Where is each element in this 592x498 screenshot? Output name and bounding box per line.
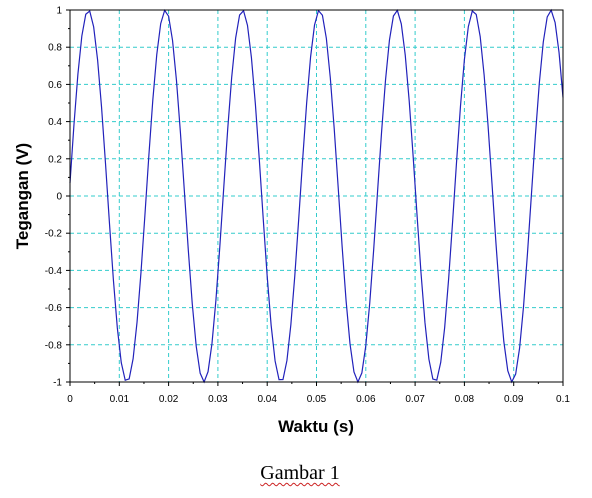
x-tick-label: 0.01: [110, 394, 130, 405]
x-tick-label: 0.1: [556, 394, 570, 405]
y-tick-label: 0.6: [48, 80, 62, 91]
gridlines: [70, 10, 563, 382]
x-tick-label: 0.08: [455, 394, 475, 405]
y-tick-label: 0.8: [48, 43, 62, 54]
y-axis-title: Tegangan (V): [13, 143, 32, 249]
x-tick-label: 0: [67, 394, 73, 405]
y-tick-label: -0.4: [45, 266, 63, 277]
y-tick-label: -0.2: [45, 229, 63, 240]
y-tick-label: -1: [53, 378, 62, 389]
x-axis-title: Waktu (s): [278, 417, 354, 436]
figure-caption-text: Gambar 1: [260, 462, 340, 484]
y-tick-label: -0.8: [45, 340, 63, 351]
x-tick-label: 0.07: [405, 394, 425, 405]
x-tick-label: 0.02: [159, 394, 179, 405]
x-tick-label: 0.04: [257, 394, 277, 405]
y-tick-label: 0: [56, 192, 62, 203]
series-line-voltage: [69, 8, 564, 384]
x-tick-label: 0.03: [208, 394, 228, 405]
x-axis: 0 0.01 0.02 0.03 0.04 0.05 0.06 0.07 0.08 0.09 0.1: [67, 382, 570, 405]
y-axis: 1 0.8 0.6 0.4 0.2 0 -0.2 -0.4 -0.6 -0.8 -1: [45, 6, 70, 389]
x-tick-label: 0.05: [307, 394, 327, 405]
y-tick-label: 1: [56, 6, 62, 17]
figure-caption: Gambar 1: [0, 462, 592, 485]
x-tick-label: 0.09: [504, 394, 524, 405]
y-tick-label: 0.2: [48, 154, 62, 165]
x-tick-label: 0.06: [356, 394, 376, 405]
y-tick-label: 0.4: [48, 117, 62, 128]
y-tick-label: -0.6: [45, 303, 63, 314]
